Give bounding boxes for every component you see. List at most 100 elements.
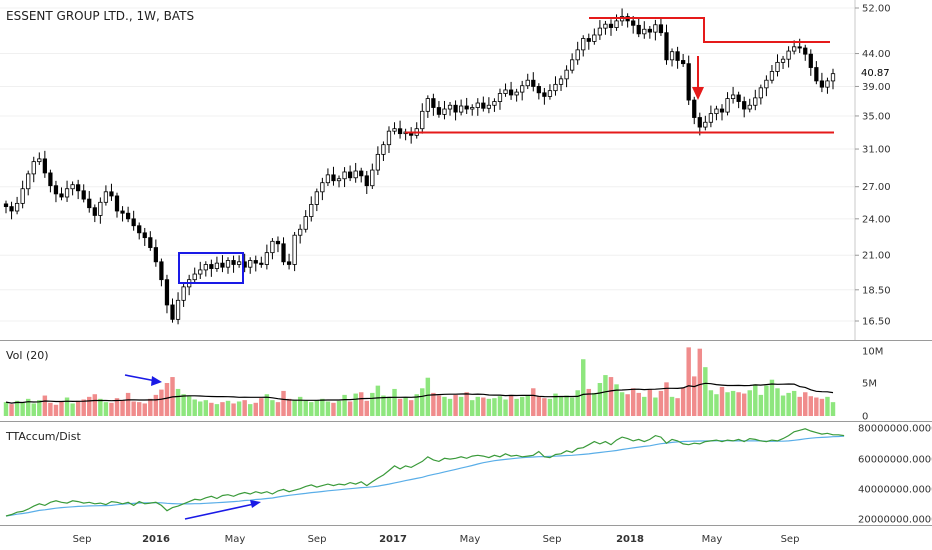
time-axis-label: Sep <box>73 534 92 545</box>
accum-tick-label: 60000000.0000 <box>858 455 932 466</box>
grid-layer <box>0 7 855 322</box>
candle-up <box>203 264 208 271</box>
candle-up <box>525 79 530 87</box>
axis-labels: 52.00 44.00 39.00 35.00 31.00 27.00 24.00 21.00… <box>73 4 932 546</box>
volume-bar <box>281 390 286 416</box>
candle-down <box>286 261 292 265</box>
last-price-label: 40.87 <box>861 68 890 79</box>
candle-up <box>70 184 75 190</box>
candle-down <box>436 107 442 115</box>
volume-bar <box>697 348 703 416</box>
candle-down <box>397 128 403 135</box>
volume-bar <box>619 392 625 416</box>
candle-down <box>348 171 353 179</box>
volume-bar <box>214 404 220 416</box>
time-axis-label: 2018 <box>616 534 644 545</box>
candle-down <box>59 193 64 198</box>
volume-bar <box>519 396 525 416</box>
resistance-line <box>589 17 830 43</box>
volume-bar <box>320 398 325 416</box>
candle-up <box>386 130 392 146</box>
volume-bar <box>542 398 547 416</box>
candle-up <box>264 252 269 265</box>
candle-up <box>547 90 553 97</box>
volume-bar <box>53 404 59 416</box>
volume-bar <box>342 394 347 416</box>
volume-bar <box>725 392 730 416</box>
volume-bar <box>25 398 31 416</box>
candle-up <box>325 174 331 184</box>
volume-bar <box>819 398 825 416</box>
candle-up <box>492 101 497 106</box>
volume-bar <box>803 392 808 416</box>
volume-bar <box>808 396 814 416</box>
last-price-tag: 40.87 <box>856 65 900 79</box>
volume-bar <box>614 384 619 416</box>
accum-annotation-arrow <box>184 500 261 520</box>
volume-bar <box>531 388 536 416</box>
volume-bar <box>114 398 120 416</box>
candle-up <box>575 49 580 61</box>
accum-tick-label: 20000000.0000 <box>858 515 932 526</box>
down-arrow-icon <box>692 87 704 100</box>
candle-down <box>42 158 47 174</box>
volume-bar <box>675 398 680 416</box>
candle-up <box>653 24 658 33</box>
candle-down <box>142 232 147 239</box>
volume-bar <box>353 393 358 416</box>
candle-down <box>742 101 747 110</box>
candle-down <box>814 67 819 82</box>
candle-up <box>14 202 20 212</box>
volume-bar <box>131 401 136 416</box>
candle-down <box>542 92 547 97</box>
volume-bar <box>253 402 258 416</box>
candle-up <box>292 234 297 265</box>
volume-bar <box>153 394 159 416</box>
candle-down <box>675 51 680 61</box>
volume-bar <box>420 388 425 416</box>
volume-bar <box>59 401 64 416</box>
candle-down <box>508 89 514 96</box>
volume-bar <box>247 404 253 416</box>
candle-up <box>614 20 619 28</box>
candle-up <box>470 107 475 110</box>
candle-up <box>753 97 758 106</box>
volume-bar <box>508 394 514 416</box>
volume-bar <box>175 388 181 416</box>
volume-bar <box>231 403 236 416</box>
candle-up <box>447 104 453 110</box>
candle-up <box>597 27 603 36</box>
candle-up <box>570 59 575 71</box>
candle-down <box>808 53 813 68</box>
volume-bar <box>653 397 658 416</box>
candle-down <box>647 28 652 33</box>
price-tick-label: 18.50 <box>862 285 891 296</box>
chart-title: ESSENT GROUP LTD., 1W, BATS <box>6 9 194 23</box>
arrow-right-icon <box>151 376 162 386</box>
candle-up <box>830 73 836 82</box>
volume-bar <box>9 404 14 416</box>
candle-up <box>520 85 525 93</box>
candle-down <box>125 212 131 220</box>
volume-bar <box>148 398 153 416</box>
volume-bar <box>203 400 209 416</box>
candle-up <box>486 104 491 109</box>
candle-down <box>586 38 591 42</box>
volume-bar <box>703 367 708 416</box>
volume-bar <box>719 386 725 416</box>
candle-down <box>531 79 536 87</box>
candle-down <box>736 94 741 102</box>
candle-up <box>248 260 253 268</box>
candle-down <box>275 240 281 245</box>
candle-up <box>420 110 425 130</box>
volume-bar <box>408 400 414 416</box>
candle-down <box>170 304 175 320</box>
candle-up <box>298 228 303 236</box>
volume-ma-line <box>5 382 834 404</box>
candle-up <box>503 89 508 94</box>
volume-bar <box>359 392 364 416</box>
candle-down <box>797 46 802 49</box>
candle-up <box>553 83 558 92</box>
candle-down <box>92 207 97 216</box>
